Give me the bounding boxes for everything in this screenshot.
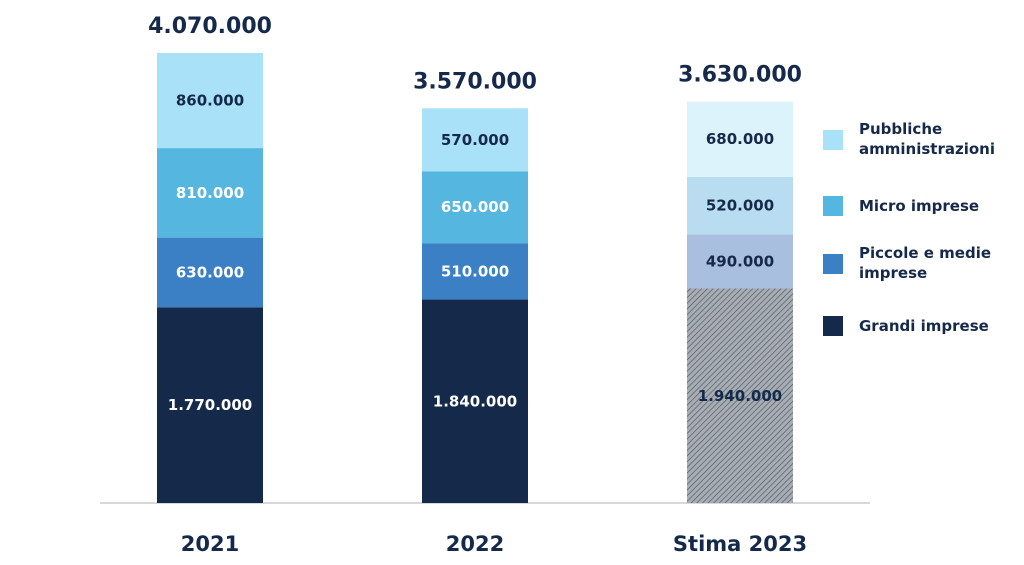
- estimate-hatch-overlay: [687, 288, 793, 503]
- segment-value-label: 680.000: [706, 130, 774, 148]
- segment-value-label: 510.000: [441, 262, 509, 280]
- segment-value-label: 810.000: [176, 184, 244, 202]
- segment-value-label: 1.940.000: [698, 387, 782, 405]
- segment-value-label: 1.770.000: [168, 396, 252, 414]
- legend-label: Piccole e medie imprese: [859, 244, 991, 282]
- legend-swatch: [823, 316, 843, 336]
- bar-total-label: 3.630.000: [678, 63, 802, 88]
- legend-swatch: [823, 196, 843, 216]
- bar-segment-1-2021: [157, 307, 263, 503]
- legend-swatch: [823, 254, 843, 274]
- legend-swatch: [823, 130, 843, 150]
- bar-segment-3-2022: [422, 171, 528, 244]
- segment-value-label: 570.000: [441, 131, 509, 149]
- segment-value-label: 650.000: [441, 198, 509, 216]
- segment-value-label: 520.000: [706, 197, 774, 215]
- bar-segment-2-stima-2023: [687, 234, 793, 289]
- legend-label: Grandi imprese: [859, 317, 989, 335]
- bar-segment-3-2021: [157, 148, 263, 238]
- bar-segment-4-stima-2023: [687, 101, 793, 177]
- segment-value-label: 630.000: [176, 263, 244, 281]
- bar-segment-4-2021: [157, 53, 263, 149]
- category-label: 2021: [181, 532, 239, 556]
- category-label: 2022: [446, 532, 504, 556]
- bar-total-label: 3.570.000: [413, 69, 537, 94]
- legend-label: Micro imprese: [859, 197, 979, 215]
- bar-segment-4-2022: [422, 108, 528, 172]
- segment-value-label: 860.000: [176, 92, 244, 110]
- bar-segment-2-2021: [157, 237, 263, 308]
- bar-segment-3-stima-2023: [687, 176, 793, 235]
- segment-value-label: 1.840.000: [433, 392, 517, 410]
- category-label: Stima 2023: [673, 532, 807, 556]
- bar-segment-2-2022: [422, 243, 528, 300]
- legend-label: Pubbliche amministrazioni: [859, 120, 995, 158]
- bar-segment-1-2022: [422, 299, 528, 503]
- segment-value-label: 490.000: [706, 252, 774, 270]
- bar-total-label: 4.070.000: [148, 14, 272, 39]
